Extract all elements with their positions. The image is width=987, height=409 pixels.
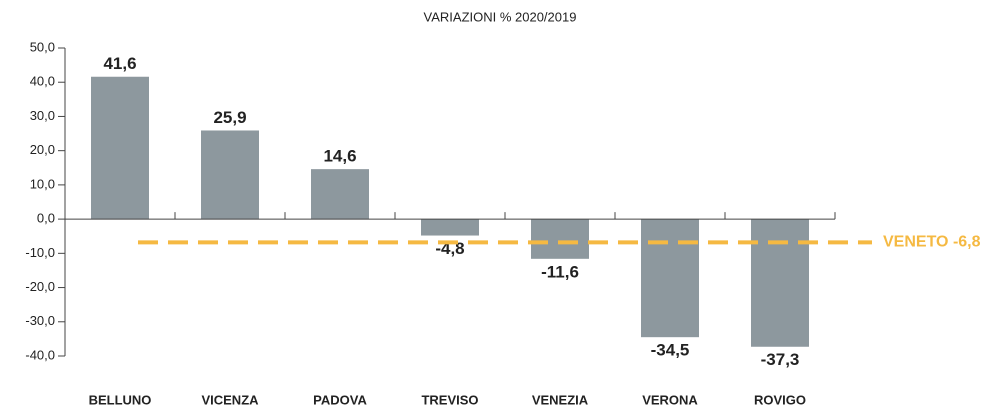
y-tick-label: -20,0: [25, 279, 55, 294]
x-tick-label: ROVIGO: [754, 392, 806, 407]
bar: [421, 219, 479, 236]
y-tick-label: 30,0: [30, 108, 55, 123]
y-tick-label: 20,0: [30, 142, 55, 157]
x-tick-label: VERONA: [642, 392, 698, 407]
x-tick-label: TREVISO: [421, 392, 478, 407]
bar: [201, 130, 259, 220]
bar: [641, 219, 699, 338]
y-tick-label: 10,0: [30, 176, 55, 191]
value-label: -37,3: [761, 350, 800, 369]
chart-title: VARIAZIONI % 2020/2019: [424, 9, 577, 24]
y-tick-label: 40,0: [30, 74, 55, 89]
value-label: 41,6: [103, 54, 136, 73]
x-tick-label: VICENZA: [201, 392, 259, 407]
bar: [751, 219, 809, 347]
y-tick-label: 50,0: [30, 39, 55, 54]
bar: [311, 169, 369, 220]
x-tick-label: BELLUNO: [89, 392, 152, 407]
bar: [91, 76, 149, 220]
value-label: 25,9: [213, 108, 246, 127]
y-tick-label: -30,0: [25, 313, 55, 328]
bar: [531, 219, 589, 259]
x-tick-label: PADOVA: [313, 392, 367, 407]
value-label: -11,6: [541, 262, 579, 281]
value-label: 14,6: [323, 147, 356, 166]
value-label: -34,5: [651, 341, 690, 360]
y-tick-label: 0,0: [37, 211, 55, 226]
reference-label: VENETO -6,8: [883, 234, 981, 251]
y-tick-label: -10,0: [25, 245, 55, 260]
y-tick-label: -40,0: [25, 347, 55, 362]
x-tick-label: VENEZIA: [532, 392, 589, 407]
